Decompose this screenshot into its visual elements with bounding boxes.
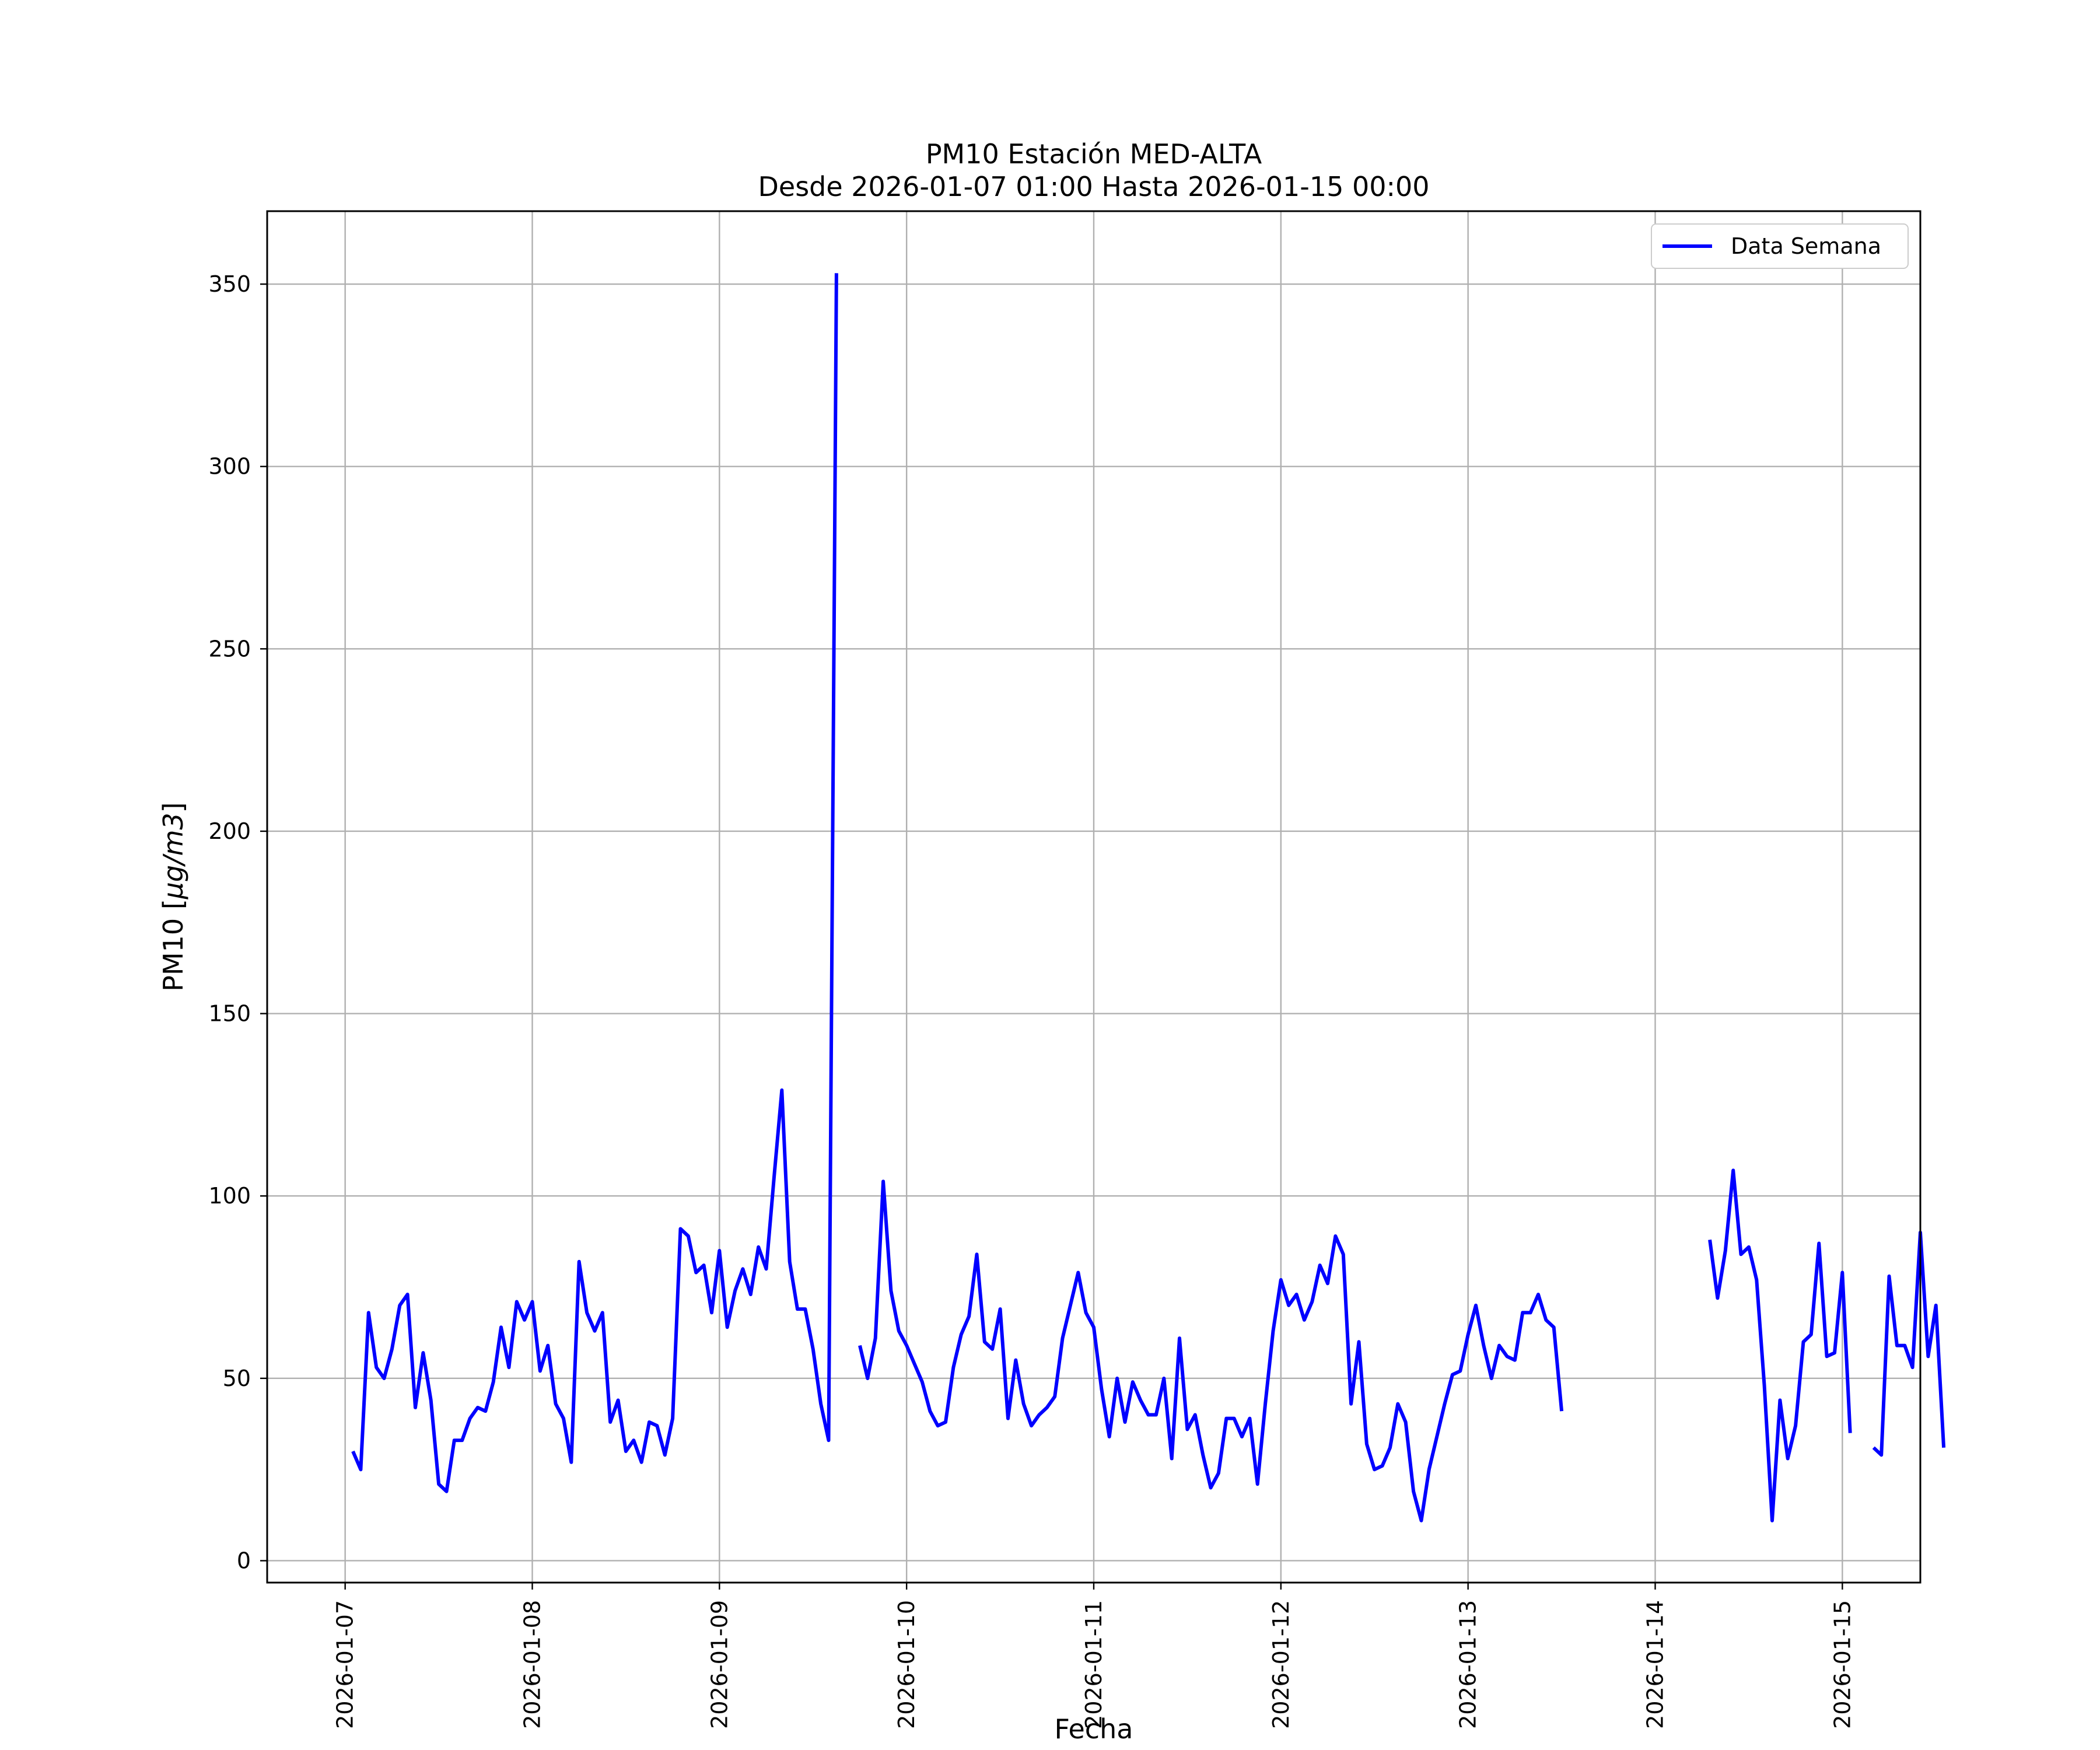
y-tick-label: 300 <box>208 454 251 480</box>
x-tick-label: 2026-01-11 <box>1081 1600 1107 1729</box>
x-tick-label: 2026-01-15 <box>1829 1600 1855 1729</box>
x-tick-label: 2026-01-13 <box>1455 1600 1481 1729</box>
x-tick-label: 2026-01-10 <box>894 1600 919 1729</box>
grid <box>267 211 1920 1583</box>
y-tick-label: 250 <box>208 636 251 662</box>
chart-subtitle: Desde 2026-01-07 01:00 Hasta 2026-01-15 … <box>758 171 1429 202</box>
ticks: 0 50 100 150 200 250 300 350 2026-01-07 2026-01-0… <box>208 271 1855 1729</box>
y-tick-label: 100 <box>208 1183 251 1209</box>
legend-label: Data Semana <box>1731 233 1881 259</box>
y-axis-label-unit: μg/m3 <box>158 813 189 900</box>
series-layer <box>351 273 1946 1522</box>
y-tick-label: 50 <box>223 1366 251 1391</box>
y-tick-label: 150 <box>208 1001 251 1027</box>
x-tick-label: 2026-01-12 <box>1268 1600 1294 1729</box>
x-axis-label: Fecha <box>1055 1713 1133 1745</box>
x-tick-label: 2026-01-14 <box>1642 1600 1668 1729</box>
y-tick-label: 0 <box>237 1548 251 1573</box>
legend: Data Semana <box>1651 223 1909 269</box>
y-axis-label: PM10 [μg/m3] <box>158 802 189 992</box>
legend-box <box>1651 223 1909 269</box>
x-tick-label: 2026-01-07 <box>332 1600 358 1729</box>
y-tick-label: 350 <box>208 271 251 297</box>
y-axis-label-prefix: PM10 <box>158 918 189 992</box>
series-line <box>351 273 1946 1522</box>
y-tick-label: 200 <box>208 818 251 844</box>
chart-title: PM10 Estación MED-ALTA <box>926 138 1262 170</box>
x-tick-label: 2026-01-08 <box>520 1600 545 1729</box>
x-tick-label: 2026-01-09 <box>706 1600 732 1729</box>
